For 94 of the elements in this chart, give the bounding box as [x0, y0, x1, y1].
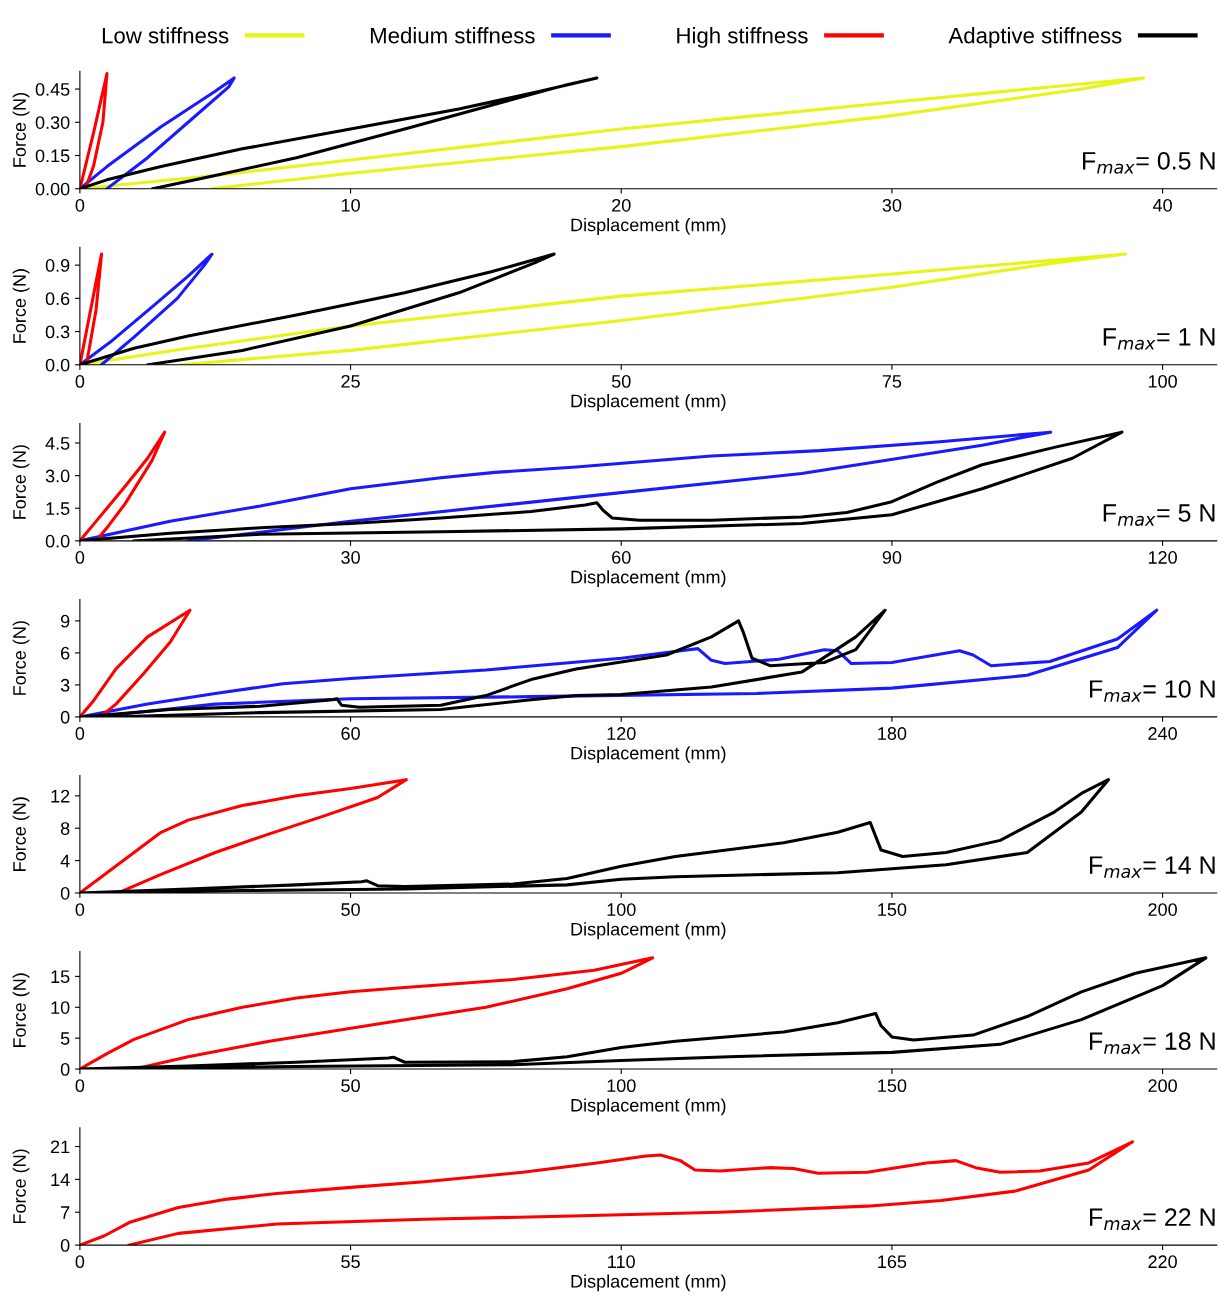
x-tick-label: 220	[1148, 1255, 1177, 1269]
y-tick-label: 14	[51, 1173, 70, 1186]
y-tick-label: 12	[51, 789, 70, 803]
y-tick-label: 0.30	[35, 116, 70, 129]
y-tick-label: 0.15	[35, 149, 70, 163]
x-axis-title: Displacement (mm)	[571, 218, 726, 235]
y-axis-title: Force (N)	[12, 797, 30, 871]
annotation: F$_{max}$= 1 N	[1103, 328, 1215, 350]
x-tick-label: 165	[878, 1255, 907, 1269]
legend-label: Adaptive stiffness	[948, 27, 1122, 48]
x-tick-label: 30	[882, 198, 902, 212]
x-tick-label: 240	[1148, 727, 1177, 740]
y-tick-label: 0.6	[45, 292, 70, 306]
x-tick-label: 150	[878, 903, 907, 916]
x-tick-label: 0	[75, 198, 85, 212]
y-tick-label: 10	[51, 1001, 70, 1014]
annotation: F$_{max}$= 5 N	[1103, 504, 1215, 526]
x-tick-label: 90	[882, 551, 902, 564]
x-axis-title: Displacement (mm)	[571, 570, 726, 588]
x-tick-label: 60	[612, 551, 631, 564]
y-tick-label: 0	[60, 886, 70, 900]
y-tick-label: 0.45	[35, 82, 70, 96]
y-tick-label: 3.0	[45, 469, 70, 483]
line-series	[79, 778, 408, 893]
x-tick-label: 0	[75, 727, 85, 740]
x-tick-label: 150	[878, 1079, 907, 1093]
x-axis-title: Displacement (mm)	[571, 394, 726, 411]
annotation: F$_{max}$= 10 N	[1090, 680, 1215, 702]
x-axis-title: Displacement (mm)	[571, 1098, 726, 1116]
x-tick-label: 40	[1152, 198, 1172, 212]
y-tick-label: 0.0	[45, 358, 70, 372]
x-tick-label: 120	[1148, 551, 1177, 564]
annotation: F$_{max}$= 0.5 N	[1083, 151, 1215, 174]
y-tick-label: 0.0	[45, 534, 70, 548]
y-tick-label: 0	[60, 1239, 70, 1252]
legend-label: Medium stiffness	[370, 27, 535, 44]
y-tick-label: 9	[60, 614, 70, 628]
x-tick-label: 200	[1148, 1079, 1177, 1093]
y-tick-label: 4.5	[45, 437, 70, 450]
line-series	[79, 608, 192, 717]
x-axis-title: Displacement (mm)	[571, 746, 726, 764]
y-tick-label: 6	[61, 646, 70, 660]
y-tick-label: 0	[60, 1062, 70, 1076]
x-tick-label: 110	[608, 1255, 635, 1269]
y-tick-label: 21	[50, 1140, 70, 1154]
line-series	[79, 430, 167, 541]
x-axis-title: Displacement (mm)	[571, 1274, 726, 1292]
y-tick-label: 0.00	[35, 182, 70, 196]
line-series	[79, 252, 214, 365]
x-tick-label: 0	[75, 374, 85, 388]
y-tick-label: 8	[60, 822, 70, 835]
annotation: F$_{max}$= 22 N	[1090, 1208, 1215, 1231]
x-tick-label: 30	[341, 551, 360, 564]
y-tick-label: 0	[60, 710, 70, 724]
y-axis-title: Force (N)	[12, 445, 30, 519]
y-tick-label: 0.9	[45, 259, 70, 272]
x-tick-label: 0	[75, 551, 85, 564]
x-tick-label: 200	[1148, 903, 1177, 916]
annotation: F$_{max}$= 18 N	[1090, 1032, 1215, 1055]
x-tick-label: 0	[75, 1079, 85, 1093]
y-axis-title: Force (N)	[12, 621, 30, 695]
x-tick-label: 75	[882, 375, 902, 388]
y-axis-title: Force (N)	[12, 973, 30, 1047]
y-tick-label: 15	[51, 970, 70, 984]
y-axis-title: Force (N)	[12, 1149, 30, 1224]
annotation: F$_{max}$= 14 N	[1090, 856, 1215, 879]
x-tick-label: 50	[341, 903, 360, 916]
x-tick-label: 25	[341, 374, 360, 388]
y-tick-label: 4	[60, 854, 70, 868]
legend-label: Low stiffness	[102, 27, 229, 44]
y-tick-label: 1.5	[46, 502, 70, 515]
y-tick-label: 7	[61, 1206, 70, 1219]
y-axis-title: Force (N)	[12, 93, 30, 167]
x-axis-title: Displacement (mm)	[571, 922, 726, 940]
y-tick-label: 5	[60, 1032, 70, 1045]
x-tick-label: 50	[341, 1079, 360, 1093]
x-tick-label: 100	[607, 903, 636, 916]
legend-label: High stiffness	[677, 27, 808, 48]
x-tick-label: 0	[75, 1255, 85, 1269]
x-tick-label: 180	[878, 727, 907, 740]
y-axis-title: Force (N)	[12, 269, 30, 343]
x-tick-label: 10	[341, 198, 360, 212]
x-tick-label: 50	[611, 374, 631, 388]
y-tick-label: 3	[60, 678, 70, 692]
x-tick-label: 100	[607, 1079, 636, 1093]
x-tick-label: 0	[75, 903, 85, 916]
x-tick-label: 100	[1148, 374, 1177, 388]
x-tick-label: 60	[341, 727, 360, 740]
line-series	[79, 76, 236, 189]
x-tick-label: 55	[341, 1255, 360, 1269]
x-tick-label: 120	[607, 727, 636, 740]
y-tick-label: 0.3	[45, 325, 70, 339]
x-tick-label: 20	[612, 198, 631, 212]
line-series	[79, 956, 655, 1070]
